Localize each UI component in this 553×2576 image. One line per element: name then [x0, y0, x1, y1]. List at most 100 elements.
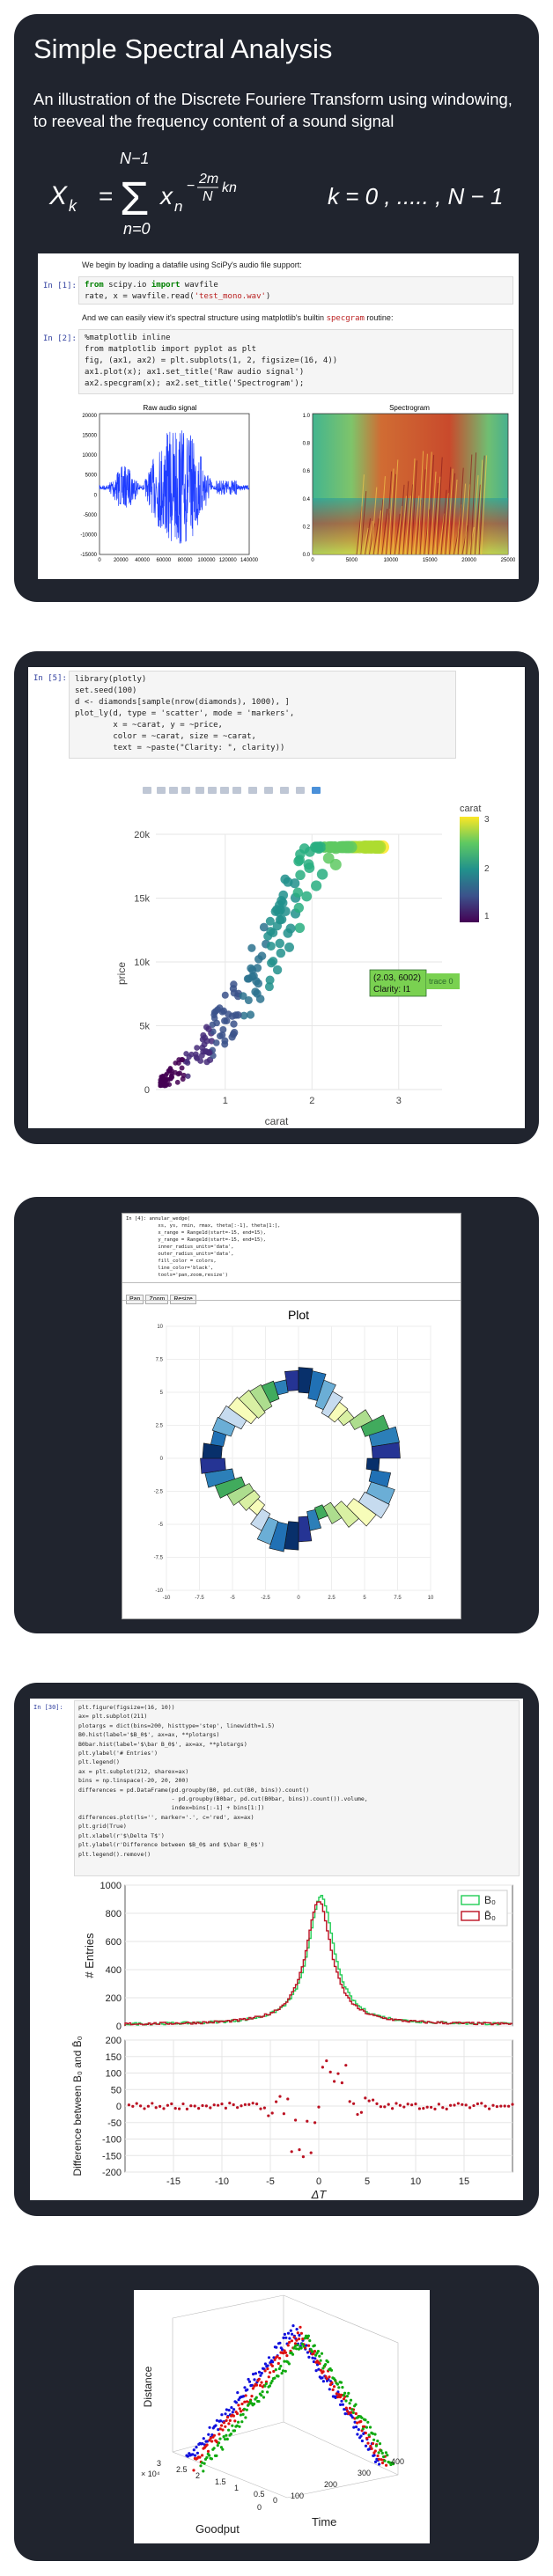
scatter-point[interactable] — [265, 975, 275, 985]
scatter-point[interactable] — [221, 991, 229, 999]
pan-button[interactable]: Pan — [126, 1295, 144, 1304]
scatter-point[interactable] — [184, 1058, 190, 1064]
scatter-point[interactable] — [177, 1070, 183, 1076]
scatter-point[interactable] — [175, 1060, 181, 1066]
scatter-point[interactable] — [188, 1051, 195, 1058]
scatter-point[interactable] — [257, 951, 267, 961]
scatter-point[interactable] — [304, 862, 315, 874]
scatter-point[interactable] — [239, 992, 247, 1001]
scatter-point[interactable] — [264, 982, 274, 992]
scatter-point[interactable] — [266, 942, 276, 951]
bokeh-code[interactable]: In [4]: annular_wedge( xs, ys, rmin, rma… — [126, 1215, 457, 1279]
modebar-icon[interactable] — [157, 787, 166, 794]
zoom-button[interactable]: Zoom — [145, 1295, 169, 1304]
scatter-point[interactable] — [299, 843, 310, 854]
scatter-point[interactable] — [372, 840, 387, 855]
scatter-point[interactable] — [267, 958, 276, 968]
scatter-point[interactable] — [311, 880, 322, 892]
scatter-point[interactable] — [163, 1072, 169, 1078]
scatter-point[interactable] — [301, 891, 313, 902]
scatter-point[interactable] — [285, 923, 296, 934]
scatter-point[interactable] — [344, 840, 358, 854]
scatter-point[interactable] — [167, 1066, 173, 1071]
scatter-point[interactable] — [275, 938, 285, 949]
scatter-point[interactable] — [247, 964, 255, 972]
scatter-point[interactable] — [185, 1073, 191, 1079]
scatter-point[interactable] — [247, 972, 257, 981]
modebar-icon[interactable] — [143, 787, 151, 794]
scatter-point[interactable] — [218, 1031, 226, 1038]
scatter-point[interactable] — [276, 948, 286, 958]
scatter-point[interactable] — [265, 916, 275, 926]
cell5-code[interactable]: library(plotly) set.seed(100) d <- diamo… — [69, 671, 456, 759]
scatter-point[interactable] — [174, 1079, 181, 1085]
scatter-point[interactable] — [311, 841, 322, 853]
scatter-point[interactable] — [203, 1038, 210, 1045]
scatter-point[interactable] — [322, 852, 335, 864]
scatter-point[interactable] — [223, 1016, 231, 1024]
resize-button[interactable]: Resize — [170, 1295, 196, 1304]
scatter-point[interactable] — [294, 922, 306, 934]
scatter-point[interactable] — [180, 1057, 186, 1063]
scatter-point[interactable] — [272, 921, 283, 931]
scatter-point[interactable] — [275, 900, 284, 910]
scatter-point[interactable] — [316, 869, 328, 880]
modebar-icon[interactable] — [208, 787, 217, 794]
scatter-point[interactable] — [169, 1071, 174, 1077]
scatter-point[interactable] — [213, 1019, 220, 1027]
scatter-point[interactable] — [200, 1048, 207, 1055]
scatter-point[interactable] — [280, 906, 291, 916]
scatter-point[interactable] — [269, 928, 278, 938]
scatter-point[interactable] — [278, 890, 289, 900]
scatter-point[interactable] — [183, 1051, 189, 1057]
scatter-point[interactable] — [221, 1037, 229, 1045]
modebar-icon[interactable] — [312, 787, 321, 794]
scatter-point[interactable] — [259, 922, 269, 932]
scatter-point[interactable] — [229, 985, 238, 993]
scatter-point[interactable] — [247, 943, 256, 952]
scatter-point[interactable] — [234, 1010, 242, 1019]
scatter-point[interactable] — [179, 1065, 185, 1071]
scatter-point[interactable] — [220, 1007, 228, 1015]
scatter-point[interactable] — [284, 942, 294, 952]
scatter-point[interactable] — [325, 841, 337, 853]
scatter-point[interactable] — [230, 1020, 238, 1028]
scatter-point[interactable] — [253, 964, 262, 972]
modebar-icon[interactable] — [169, 787, 178, 794]
scatter-point[interactable] — [180, 1076, 186, 1083]
scatter-point[interactable] — [295, 870, 306, 881]
modebar-icon[interactable] — [232, 787, 241, 794]
scatter-point[interactable] — [194, 1045, 200, 1051]
scatter-point[interactable] — [293, 902, 305, 914]
scatter-point[interactable] — [362, 840, 376, 854]
scatter-point[interactable] — [272, 965, 283, 975]
scatter-point[interactable] — [200, 1031, 207, 1038]
scatter-point[interactable] — [253, 989, 262, 998]
cell2-code[interactable]: %matplotlib inline from matplotlib impor… — [78, 329, 513, 394]
scatter-point[interactable] — [240, 1011, 248, 1020]
scatter-point[interactable] — [230, 1029, 239, 1037]
scatter-point[interactable] — [158, 1083, 163, 1089]
cell1-code[interactable]: from scipy.io import wavfile rate, x = w… — [78, 276, 513, 305]
scatter-point[interactable] — [205, 1025, 212, 1032]
scatter-point[interactable] — [210, 1011, 218, 1018]
scatter-point[interactable] — [160, 1075, 166, 1081]
scatter-point[interactable] — [254, 979, 263, 988]
modebar-icon[interactable] — [220, 787, 229, 794]
modebar-icon[interactable] — [181, 787, 190, 794]
scatter-point[interactable] — [194, 1055, 201, 1061]
scatter-point[interactable] — [219, 1025, 227, 1033]
scatter-point[interactable] — [203, 1059, 210, 1066]
scatter-point[interactable] — [244, 995, 253, 1005]
modebar-icon[interactable] — [280, 787, 289, 794]
scatter-point[interactable] — [292, 887, 303, 898]
scatter-point[interactable] — [283, 877, 293, 887]
scatter-point[interactable] — [212, 1039, 220, 1046]
modebar-icon[interactable] — [264, 787, 273, 794]
modebar-icon[interactable] — [248, 787, 257, 794]
modebar-icon[interactable] — [195, 787, 204, 794]
cell30-code[interactable]: plt.figure(figsize=(16, 10)) ax= plt.sub… — [74, 1700, 520, 1876]
scatter-point[interactable] — [205, 1049, 213, 1056]
scatter-point[interactable] — [246, 1010, 255, 1019]
modebar-icon[interactable] — [296, 787, 305, 794]
